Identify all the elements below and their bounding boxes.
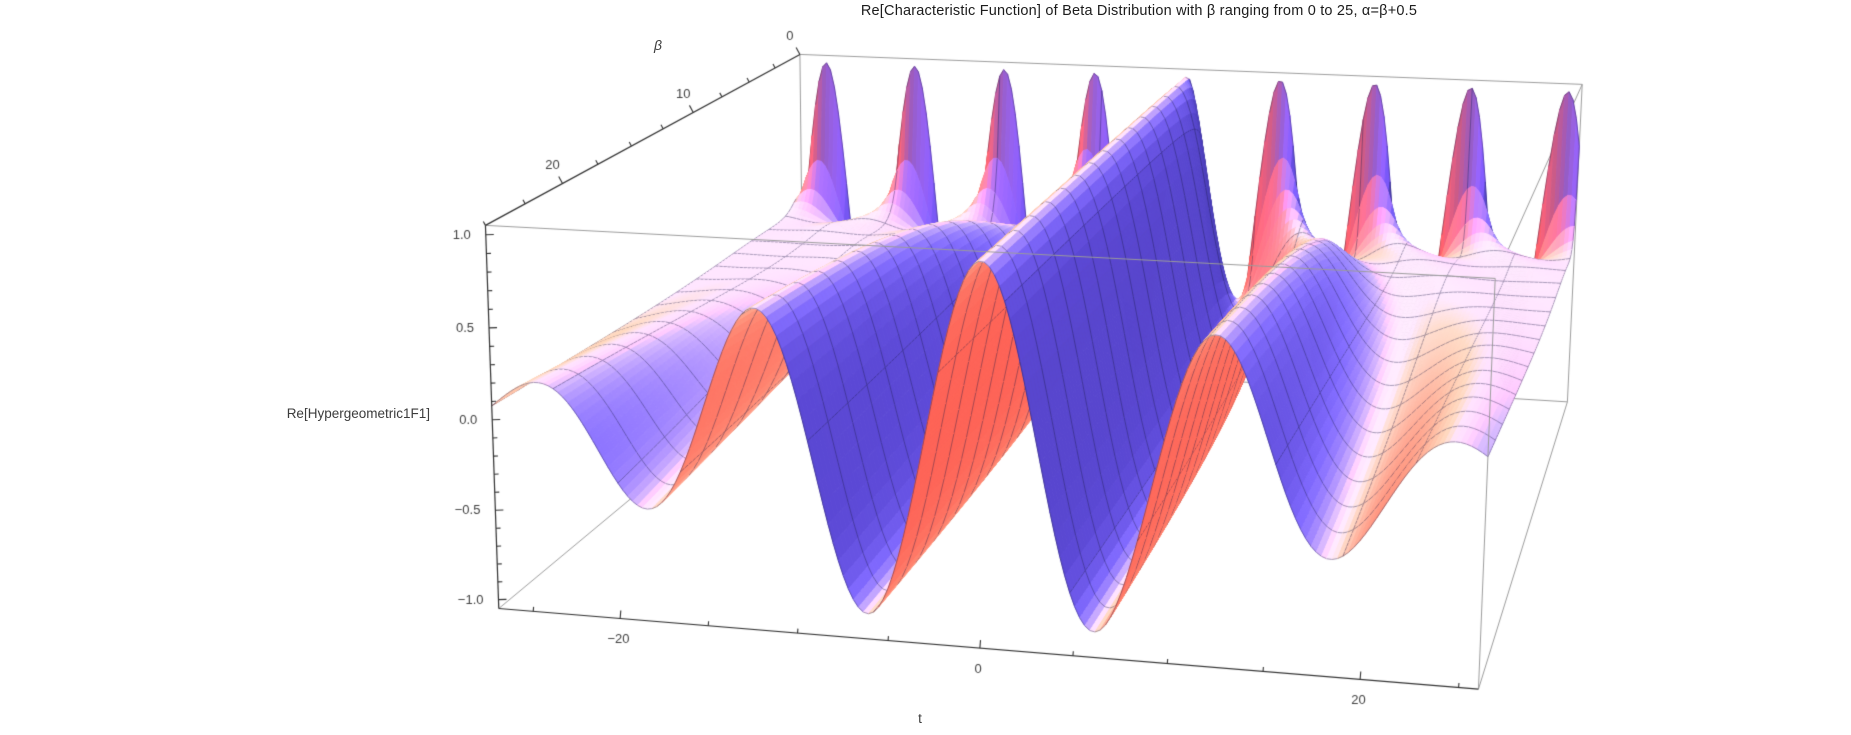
t-axis-label: t — [918, 711, 922, 726]
beta-axis-label: β — [654, 37, 662, 53]
z-axis-label: Re[Hypergeometric1F1] — [286, 406, 430, 421]
plot-title: Re[Characteristic Function] of Beta Dist… — [860, 3, 1418, 19]
